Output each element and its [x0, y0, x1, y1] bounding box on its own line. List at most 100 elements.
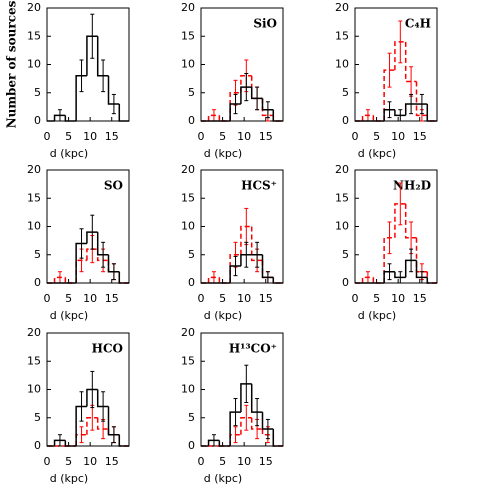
y-tick-label: 0 [188, 114, 195, 127]
histogram-step [107, 75, 120, 105]
histogram-step [229, 103, 241, 121]
panel-label: HCO [92, 342, 123, 356]
error-bar [255, 241, 260, 268]
histogram-step [426, 277, 437, 284]
y-tick-label: 0 [188, 276, 195, 289]
error-bar [398, 20, 403, 64]
histogram-step [383, 237, 395, 283]
y-tick-label: 0 [342, 114, 349, 127]
x-axis-label: d (kpc) [204, 147, 242, 160]
histogram-step [229, 265, 241, 283]
error-bar [233, 93, 238, 115]
y-tick-label: 20 [335, 163, 349, 176]
x-tick-label: 15 [105, 130, 119, 143]
histogram-step [118, 434, 129, 447]
y-tick-label: 5 [342, 86, 349, 99]
y-tick-label: 15 [27, 29, 41, 42]
histogram-step [218, 440, 231, 447]
x-tick-label: 5 [219, 130, 226, 143]
histogram-step [240, 254, 252, 267]
x-tick-label: 0 [352, 130, 359, 143]
panel-label: HCS⁺ [241, 179, 277, 193]
histogram-step [218, 115, 231, 122]
error-bar [409, 93, 414, 115]
histogram-step [426, 115, 437, 122]
histogram-step [118, 271, 129, 284]
x-tick-label: 10 [83, 292, 97, 305]
error-bar [398, 271, 403, 284]
histogram-step [207, 439, 220, 446]
histogram-step [261, 429, 274, 436]
histogram-step [96, 232, 109, 256]
x-tick-label: 10 [237, 130, 251, 143]
x-tick-label: 5 [373, 130, 380, 143]
error-bar [90, 370, 95, 409]
error-bar [387, 101, 392, 119]
x-tick-label: 10 [391, 292, 405, 305]
histogram-step [394, 203, 406, 238]
histogram-step [53, 439, 66, 446]
y-tick-label: 20 [181, 1, 195, 14]
x-tick-label: 10 [83, 455, 97, 468]
histogram-step [86, 35, 98, 76]
error-bar [419, 93, 424, 115]
y-axis-label: Number of sources [5, 0, 19, 128]
y-tick-label: 10 [181, 220, 195, 233]
x-axis-label: d (kpc) [50, 472, 88, 485]
x-axis-label: d (kpc) [204, 309, 242, 322]
histogram-step [415, 260, 428, 279]
histogram-step [372, 115, 385, 122]
x-tick-label: 15 [259, 130, 273, 143]
histogram-step [272, 277, 283, 284]
error-bar [111, 426, 116, 444]
histogram-step [361, 276, 374, 283]
error-bar [79, 228, 84, 259]
histogram-step [118, 434, 129, 447]
y-tick-label: 5 [188, 86, 195, 99]
histogram-step [107, 254, 120, 273]
histogram-step [394, 109, 406, 117]
y-tick-label: 20 [27, 1, 41, 14]
histogram-step [250, 383, 263, 413]
error-bar [255, 86, 260, 111]
y-tick-label: 0 [34, 439, 41, 452]
x-tick-label: 15 [259, 292, 273, 305]
x-tick-label: 5 [65, 455, 72, 468]
histogram-step [272, 434, 283, 447]
x-tick-label: 5 [219, 292, 226, 305]
x-tick-label: 0 [44, 455, 51, 468]
error-bar [398, 182, 403, 226]
y-tick-label: 5 [34, 86, 41, 99]
y-tick-label: 10 [27, 383, 41, 396]
x-tick-label: 5 [65, 292, 72, 305]
histogram-step [261, 254, 274, 279]
y-tick-label: 5 [34, 411, 41, 424]
histogram-step [207, 114, 220, 121]
histogram-step [272, 277, 283, 284]
x-tick-label: 0 [44, 130, 51, 143]
error-bar [111, 263, 116, 281]
histogram-step [426, 104, 437, 122]
error-bar [90, 214, 95, 250]
y-tick-label: 10 [335, 220, 349, 233]
error-bar [101, 241, 106, 268]
error-bar [233, 255, 238, 277]
error-bar [79, 426, 84, 444]
error-bar [255, 398, 260, 427]
y-tick-label: 10 [335, 58, 349, 71]
histogram-step [250, 417, 263, 430]
y-tick-label: 5 [34, 248, 41, 261]
error-bar [90, 13, 95, 59]
x-tick-label: 0 [198, 130, 205, 143]
histogram-step [107, 406, 120, 436]
x-axis-label: d (kpc) [358, 309, 396, 322]
x-tick-label: 15 [413, 292, 427, 305]
histogram-step [118, 104, 129, 122]
error-bar [398, 109, 403, 122]
y-tick-label: 15 [335, 191, 349, 204]
panel-label: SiO [253, 17, 277, 31]
histogram-step [383, 69, 395, 121]
x-tick-label: 5 [65, 130, 72, 143]
histogram-step [240, 225, 252, 255]
